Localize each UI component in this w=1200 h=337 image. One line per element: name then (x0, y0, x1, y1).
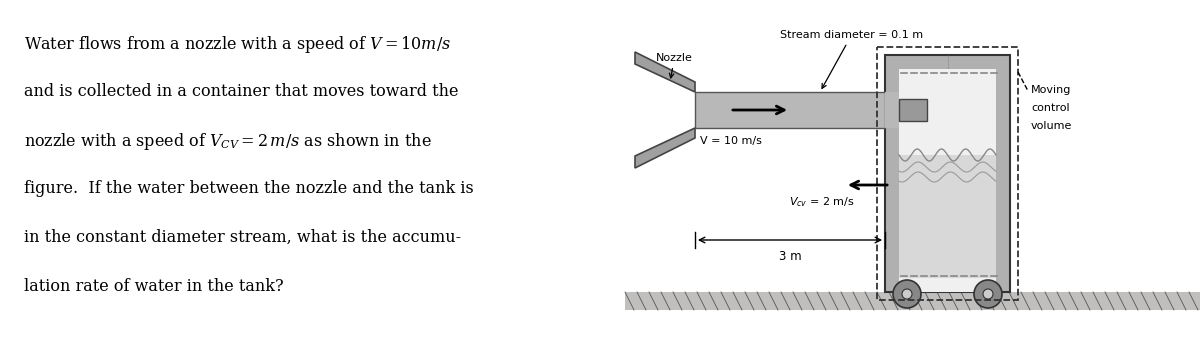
Text: V = 10 m/s: V = 10 m/s (700, 136, 762, 146)
Bar (899, 155, 996, 278)
Circle shape (893, 280, 922, 308)
Circle shape (983, 289, 994, 299)
Bar (695, 92, 886, 128)
Text: $V_{cv}$ = 2 m/s: $V_{cv}$ = 2 m/s (790, 195, 854, 209)
Text: figure.  If the water between the nozzle and the tank is: figure. If the water between the nozzle … (24, 180, 474, 197)
Circle shape (902, 289, 912, 299)
Text: 3 m: 3 m (779, 250, 802, 263)
Polygon shape (635, 52, 695, 92)
Circle shape (974, 280, 1002, 308)
Text: Moving: Moving (1031, 85, 1072, 95)
Text: in the constant diameter stream, what is the accumu-: in the constant diameter stream, what is… (24, 229, 461, 246)
Bar (625, 292, 1200, 310)
Text: nozzle with a speed of $V_{CV} = 2\,m/s$ as shown in the: nozzle with a speed of $V_{CV} = 2\,m/s$… (24, 131, 432, 152)
Text: Stream diameter = 0.1 m: Stream diameter = 0.1 m (780, 30, 923, 88)
Bar (877, 47, 1018, 300)
Text: volume: volume (1031, 121, 1073, 131)
Polygon shape (635, 128, 695, 168)
Bar (899, 69, 996, 292)
Bar (886, 92, 899, 128)
Text: Water flows from a nozzle with a speed of $V = 10m/s$: Water flows from a nozzle with a speed o… (24, 34, 451, 55)
Bar (899, 99, 928, 121)
Bar (886, 55, 1010, 292)
Text: Nozzle: Nozzle (656, 53, 692, 78)
Text: control: control (1031, 103, 1069, 113)
Text: lation rate of water in the tank?: lation rate of water in the tank? (24, 278, 283, 295)
Text: and is collected in a container that moves toward the: and is collected in a container that mov… (24, 83, 458, 99)
